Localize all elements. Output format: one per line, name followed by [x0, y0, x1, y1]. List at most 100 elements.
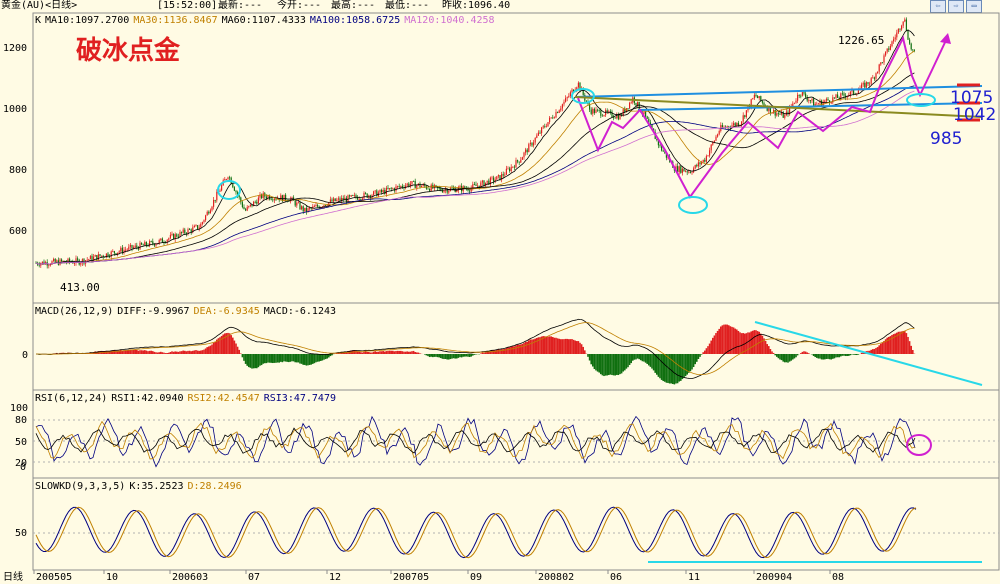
candle-body	[94, 255, 96, 257]
kd-d-line	[35, 506, 917, 559]
candle-body	[515, 160, 517, 168]
candle-body	[325, 205, 327, 206]
rsi3-line	[35, 427, 916, 454]
candle-body	[499, 175, 501, 181]
ma-legend: K MA10:1097.2700 MA30:1136.8467 MA60:1107.4…	[35, 15, 499, 27]
macd-diff: DIFF:-9.9967	[117, 306, 190, 317]
candle-body	[209, 210, 211, 214]
candle-body	[201, 222, 203, 225]
candle-body	[723, 126, 725, 128]
ma120-line	[35, 90, 915, 265]
candle-body	[395, 186, 397, 191]
candle-body	[811, 98, 813, 101]
candle-body	[728, 126, 730, 128]
candle-body	[867, 82, 869, 84]
candle-body	[718, 131, 720, 135]
candle-body	[766, 107, 768, 111]
candle-body	[144, 241, 146, 246]
candle-body	[75, 258, 77, 264]
candle-body	[817, 103, 819, 105]
candle-body	[589, 103, 591, 110]
candle-body	[142, 244, 144, 246]
candle-body	[309, 207, 311, 209]
candle-body	[192, 227, 194, 233]
candle-body	[307, 208, 309, 212]
candle-body	[169, 234, 171, 239]
candle-body	[769, 107, 771, 114]
candle-body	[862, 82, 864, 85]
candle-body	[814, 103, 816, 106]
candle-body	[453, 188, 455, 189]
candle-body	[478, 185, 480, 188]
candle-body	[507, 168, 509, 170]
candle-body	[865, 82, 867, 88]
candle-body	[62, 260, 64, 262]
high-price-label: 1226.65	[838, 34, 884, 47]
low-price: 最低:---	[385, 0, 430, 11]
candle-body	[577, 82, 579, 88]
candle-body	[544, 126, 546, 128]
candle-body	[909, 39, 911, 44]
ytick-rsi-0: 0	[20, 462, 26, 473]
candle-body	[488, 180, 490, 185]
candle-body	[680, 166, 682, 173]
candle-body	[713, 140, 715, 143]
candle-body	[97, 254, 99, 260]
date-label: 08	[832, 572, 844, 583]
candle-body	[545, 126, 547, 128]
candle-body	[619, 114, 621, 120]
candle-body	[529, 142, 531, 145]
candle-body	[296, 202, 298, 206]
candle-body	[294, 200, 296, 206]
candle-body	[470, 187, 472, 192]
candle-body	[422, 184, 424, 187]
candle-body	[435, 185, 437, 187]
candle-body	[801, 92, 803, 96]
candle-body	[678, 166, 680, 173]
time-label: [15:52:00]	[157, 0, 218, 11]
candle-body	[689, 171, 691, 173]
candle-body	[214, 199, 216, 201]
candle-body	[430, 184, 432, 191]
date-label: 07	[248, 572, 260, 583]
candle-body	[443, 190, 445, 193]
trendline-neckline	[637, 102, 983, 111]
candle-body	[793, 102, 795, 104]
candle-body	[827, 98, 829, 101]
candle-body	[352, 195, 354, 196]
candle-body	[843, 93, 845, 96]
candle-body	[901, 25, 903, 30]
candle-body	[161, 238, 163, 243]
candle-body	[869, 83, 871, 85]
candle-body	[69, 258, 71, 262]
candle-body	[597, 109, 599, 111]
candle-body	[629, 102, 631, 109]
candle-body	[768, 107, 770, 111]
ytick-800: 800	[9, 165, 27, 176]
candle-body	[195, 225, 197, 226]
candle-body	[173, 233, 175, 240]
candle-body	[598, 109, 600, 111]
candle-body	[709, 150, 711, 156]
candle-body	[789, 106, 791, 115]
prev-close-price: 昨收:1096.40	[442, 0, 511, 11]
candle-body	[891, 41, 893, 47]
candle-body	[688, 171, 690, 173]
candle-body	[885, 51, 887, 56]
candle-body	[126, 249, 128, 251]
candle-body	[877, 71, 879, 74]
candle-body	[89, 255, 91, 260]
rsi1-line	[35, 415, 916, 468]
candle-body	[153, 243, 155, 246]
candle-body	[763, 102, 765, 106]
candle-body	[571, 89, 573, 93]
candle-body	[630, 102, 632, 104]
candle-body	[104, 256, 106, 258]
candle-body	[448, 190, 450, 193]
candle-body	[717, 134, 719, 137]
macd-dea: DEA:-6.9345	[193, 306, 260, 317]
date-label: 200705	[393, 572, 429, 583]
candle-body	[125, 249, 127, 251]
candle-body	[777, 113, 779, 115]
candle-body	[833, 97, 835, 99]
